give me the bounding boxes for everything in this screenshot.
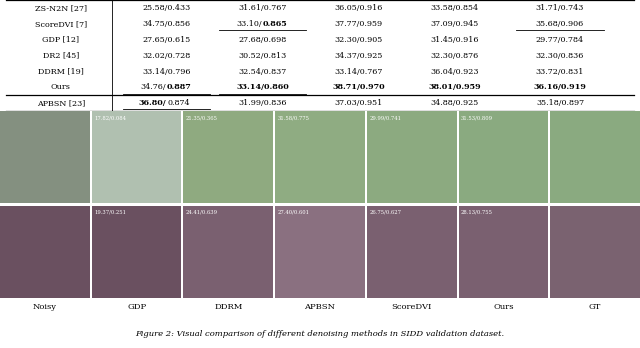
Text: 34.76/: 34.76/ (140, 84, 166, 92)
Text: 32.30/0.836: 32.30/0.836 (536, 52, 584, 60)
Text: 27.40/0.601: 27.40/0.601 (278, 209, 310, 214)
Text: 31.45/0.916: 31.45/0.916 (430, 36, 479, 44)
Text: APBSN: APBSN (305, 303, 335, 311)
Text: 25.58/0.433: 25.58/0.433 (142, 4, 191, 12)
Text: 31.58/0.775: 31.58/0.775 (278, 115, 310, 120)
Bar (184, 111, 273, 203)
Text: 33.10/: 33.10/ (236, 20, 262, 28)
Text: ZS-N2N [27]: ZS-N2N [27] (35, 4, 87, 12)
Text: GT: GT (589, 303, 602, 311)
Bar (550, 206, 640, 298)
Text: Ours: Ours (493, 303, 514, 311)
Text: Noisy: Noisy (33, 303, 57, 311)
Bar (0, 206, 90, 298)
Text: 0.887: 0.887 (167, 84, 192, 92)
Text: DDRM: DDRM (214, 303, 243, 311)
Text: 0.865: 0.865 (263, 20, 288, 28)
Text: 32.30/0.905: 32.30/0.905 (334, 36, 383, 44)
Text: 36.04/0.923: 36.04/0.923 (430, 68, 479, 76)
Text: 29.77/0.784: 29.77/0.784 (536, 36, 584, 44)
Text: 35.68/0.906: 35.68/0.906 (536, 20, 584, 28)
Bar (367, 111, 456, 203)
Bar (275, 206, 365, 298)
Text: 31.99/0.836: 31.99/0.836 (238, 100, 287, 108)
Text: 35.18/0.897: 35.18/0.897 (536, 100, 584, 108)
Text: 34.37/0.925: 34.37/0.925 (334, 52, 383, 60)
Text: 32.02/0.728: 32.02/0.728 (142, 52, 191, 60)
Bar (458, 206, 548, 298)
Text: 38.71/0.970: 38.71/0.970 (332, 84, 385, 92)
Text: 0.874: 0.874 (167, 100, 189, 108)
Bar (0, 111, 90, 203)
Text: DR2 [45]: DR2 [45] (43, 52, 79, 60)
Text: 37.77/0.959: 37.77/0.959 (334, 20, 383, 28)
Text: 31.71/0.743: 31.71/0.743 (536, 4, 584, 12)
Text: 37.03/0.951: 37.03/0.951 (334, 100, 383, 108)
Text: Figure 2: Visual comparison of different denoising methods in SIDD validation da: Figure 2: Visual comparison of different… (136, 330, 504, 338)
Text: 36.05/0.916: 36.05/0.916 (334, 4, 383, 12)
Text: 33.14/0.767: 33.14/0.767 (334, 68, 383, 76)
Bar (92, 111, 182, 203)
Text: 33.72/0.831: 33.72/0.831 (536, 68, 584, 76)
Text: 36.16/0.919: 36.16/0.919 (534, 84, 586, 92)
Text: Ours: Ours (51, 84, 71, 92)
Bar (550, 111, 640, 203)
Text: DDRM [19]: DDRM [19] (38, 68, 84, 76)
Text: 32.54/0.837: 32.54/0.837 (238, 68, 287, 76)
Text: 17.82/0.084: 17.82/0.084 (94, 115, 126, 120)
Text: 26.75/0.627: 26.75/0.627 (369, 209, 401, 214)
Bar (367, 206, 456, 298)
Text: 24.41/0.639: 24.41/0.639 (186, 209, 218, 214)
Text: 19.37/0.251: 19.37/0.251 (94, 209, 126, 214)
Text: 34.75/0.856: 34.75/0.856 (142, 20, 191, 28)
Text: 33.14/0.796: 33.14/0.796 (142, 68, 191, 76)
Text: 33.14/0.860: 33.14/0.860 (236, 84, 289, 92)
Bar (92, 206, 182, 298)
Text: 32.30/0.876: 32.30/0.876 (430, 52, 479, 60)
Text: 27.68/0.698: 27.68/0.698 (238, 36, 287, 44)
Text: GDP [12]: GDP [12] (42, 36, 79, 44)
Bar (458, 111, 548, 203)
Text: ScoreDVI [7]: ScoreDVI [7] (35, 20, 87, 28)
Text: 36.80/: 36.80/ (138, 100, 166, 108)
Text: 29.99/0.741: 29.99/0.741 (369, 115, 401, 120)
Bar (184, 206, 273, 298)
Text: 30.52/0.813: 30.52/0.813 (238, 52, 287, 60)
Bar (275, 111, 365, 203)
Text: 37.09/0.945: 37.09/0.945 (430, 20, 479, 28)
Text: APBSN [23]: APBSN [23] (36, 100, 85, 108)
Text: 34.88/0.925: 34.88/0.925 (430, 100, 479, 108)
Text: 38.01/0.959: 38.01/0.959 (428, 84, 481, 92)
Text: 31.53/0.809: 31.53/0.809 (461, 115, 493, 120)
Text: 28.13/0.755: 28.13/0.755 (461, 209, 493, 214)
Text: ScoreDVI: ScoreDVI (392, 303, 432, 311)
Text: 31.61/0.767: 31.61/0.767 (238, 4, 287, 12)
Text: 21.35/0.365: 21.35/0.365 (186, 115, 218, 120)
Text: 33.58/0.854: 33.58/0.854 (430, 4, 479, 12)
Text: 27.65/0.615: 27.65/0.615 (142, 36, 191, 44)
Text: GDP: GDP (127, 303, 146, 311)
